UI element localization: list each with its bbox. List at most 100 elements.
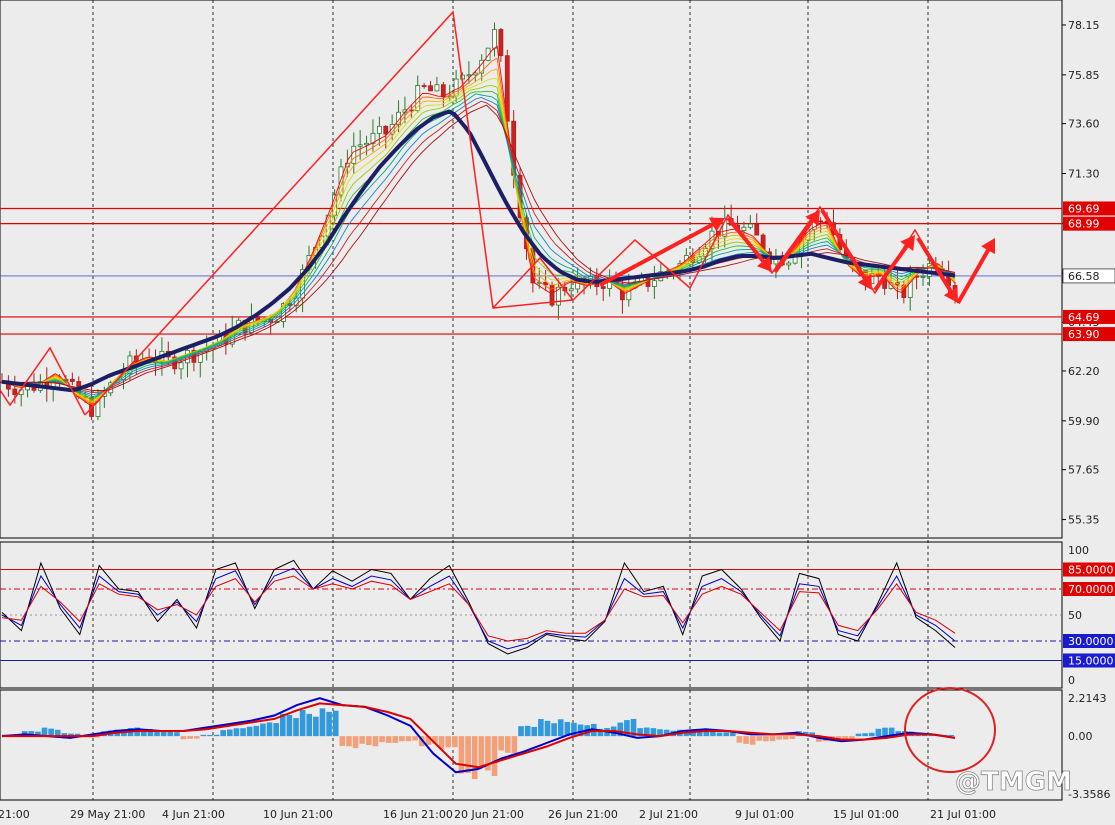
macd-hist-bar: [637, 728, 643, 737]
arrow-head: [756, 256, 772, 272]
macd-hist-bar: [650, 728, 657, 737]
macd-frame: [0, 689, 1063, 801]
candle-body: [370, 132, 376, 144]
candle-body: [927, 263, 932, 277]
macd-panel: 2.2143 0.00 -3.3586: [0, 689, 1110, 801]
macd-hist-bar: [551, 723, 557, 737]
candle-body: [434, 84, 440, 92]
candle-body: [920, 276, 926, 278]
stoch-tick-label: 100: [1068, 544, 1089, 557]
x-tick-label: 10 Jun 21:00: [263, 808, 333, 821]
candle-body: [178, 362, 184, 370]
macd-hist-bar: [763, 736, 769, 742]
candle-body: [376, 125, 382, 134]
macd-hist-bar: [160, 730, 167, 737]
x-tick-label: 21 Jul 01:00: [930, 808, 996, 821]
candle-body: [428, 85, 433, 92]
level-label: 63.90: [1068, 328, 1100, 341]
arrow-shaft: [956, 246, 992, 304]
macd-hist-bar: [187, 736, 193, 739]
macd-hist-bar: [41, 727, 48, 737]
level-label: 68.99: [1068, 218, 1100, 231]
candle-body: [556, 286, 561, 306]
macd-hist-bar: [868, 732, 875, 737]
candle-body: [786, 262, 792, 266]
macd-hist-bar: [74, 733, 81, 737]
macd-hist-bar: [776, 736, 782, 740]
arrow-head: [900, 235, 915, 252]
macd-hist-bar: [498, 736, 504, 751]
stoch-level-tag: [1063, 653, 1115, 668]
macd-hist-bar: [346, 736, 352, 747]
candle-body: [754, 223, 760, 236]
macd-hist-bar: [286, 714, 293, 737]
stoch-series-line: [1, 567, 956, 650]
macd-hist-bar: [418, 736, 425, 747]
macd-hist-bar: [465, 736, 471, 774]
y-tick-label: 75.85: [1068, 69, 1100, 82]
macd-hist-bar: [385, 736, 392, 743]
macd-hist-bar: [538, 719, 544, 737]
arrow-shaft: [726, 216, 767, 265]
macd-hist-bar: [293, 718, 299, 737]
stoch-level-tag: [1063, 634, 1115, 648]
macd-hist-bar: [140, 729, 147, 737]
macd-hist-bar: [445, 736, 452, 748]
watermark: @TMGM: [955, 767, 1072, 797]
x-tick-label: 2 Jul 21:00: [639, 808, 698, 821]
candle-body: [741, 226, 747, 231]
macd-hist-bar: [690, 731, 696, 737]
last-price-label: 66.58: [1068, 270, 1100, 283]
stoch-level-label: 70.0000: [1068, 583, 1114, 596]
y-tick-label: 73.60: [1068, 118, 1100, 131]
macd-hist-bar: [577, 724, 584, 737]
macd-hist-bar: [273, 723, 279, 737]
macd-hist-bar: [246, 726, 253, 737]
macd-hist-bar: [61, 733, 68, 737]
macd-tick-label: 2.2143: [1068, 692, 1107, 705]
candle-body: [485, 47, 491, 61]
candle-body: [901, 284, 907, 298]
macd-hist-bar: [319, 708, 326, 737]
macd-hist-bar: [736, 736, 743, 743]
macd-hist-bar: [220, 730, 227, 737]
macd-hist-bar: [339, 736, 346, 746]
macd-hist-bar: [657, 729, 663, 737]
stochastic-panel: 100 50 0 85.0000 70.0000 30.0000 15.0000: [0, 541, 1115, 689]
macd-hist-bar: [200, 734, 207, 737]
last-price-tag: [1062, 268, 1115, 284]
price-frame: [0, 0, 1063, 539]
annotation-layer: [0, 10, 996, 773]
macd-hist-bar: [478, 736, 485, 766]
stoch-tick-label: 0: [1068, 674, 1075, 687]
macd-hist-bar: [630, 718, 637, 737]
macd-hist-bar: [425, 736, 432, 745]
slow-ma-line: [1, 109, 956, 393]
macd-hist-bar: [432, 736, 438, 744]
macd-hist-bar: [412, 736, 418, 741]
macd-hist-bar: [809, 732, 816, 737]
macd-hist-bar: [279, 713, 286, 737]
macd-hist-bar: [696, 729, 703, 737]
stoch-tick-label: 50: [1068, 609, 1082, 622]
macd-hist-bar: [756, 736, 763, 741]
macd-hist-bar: [710, 729, 716, 737]
macd-hist-bar: [147, 729, 154, 737]
level-tag: [1063, 201, 1115, 216]
macd-hist-bar: [571, 722, 577, 737]
macd-hist-bar: [663, 729, 670, 737]
macd-hist-bar: [557, 719, 564, 737]
x-axis: y 21:00 29 May 21:00 4 Jun 21:00 10 Jun 21:…: [0, 808, 996, 821]
macd-hist-bar: [531, 726, 538, 737]
macd-hist-bar: [749, 736, 756, 745]
y-tick-label: 55.35: [1068, 514, 1100, 527]
macd-tick-label: 0.00: [1068, 730, 1093, 743]
macd-hist-bar: [68, 733, 74, 737]
stoch-series-line: [1, 575, 956, 642]
macd-hist-bar: [227, 729, 233, 737]
macd-hist-bar: [372, 736, 379, 747]
macd-hist-bar: [452, 736, 458, 748]
macd-hist-bar: [392, 736, 399, 743]
x-tick-label: y 21:00: [0, 808, 30, 821]
